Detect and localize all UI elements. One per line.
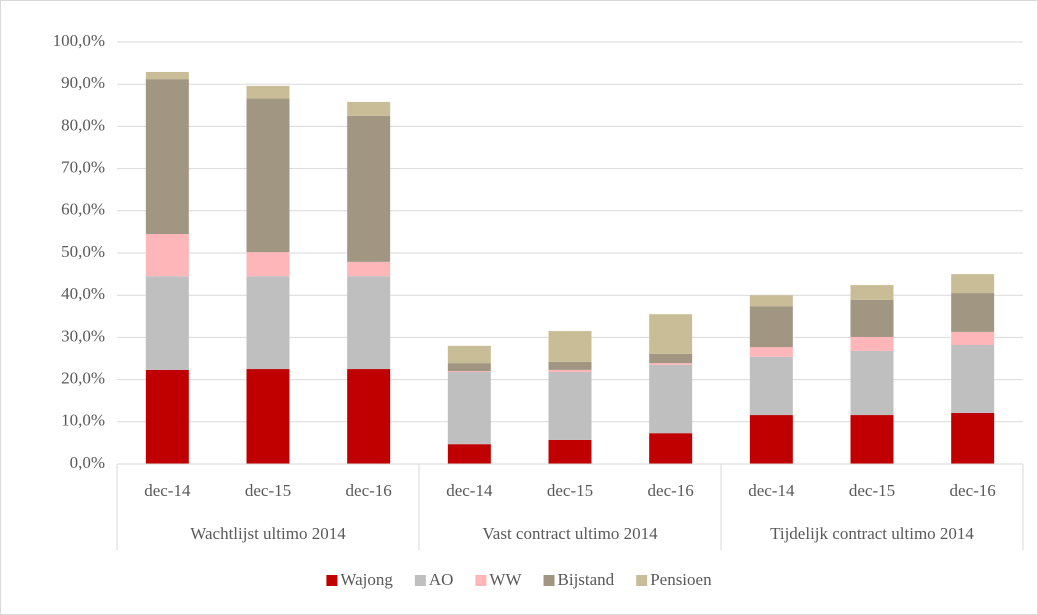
- y-tick-label: 80,0%: [61, 115, 105, 134]
- bar-segment: [347, 369, 391, 464]
- bar-segment: [749, 306, 793, 348]
- bar-segment: [347, 261, 391, 277]
- legend-swatch: [543, 575, 555, 586]
- bar-segment: [145, 79, 189, 235]
- legend-label: Bijstand: [558, 570, 615, 589]
- bar-segment: [246, 369, 290, 464]
- bar-segment: [145, 369, 189, 464]
- bar-segment: [447, 363, 491, 372]
- legend-swatch: [636, 575, 648, 586]
- y-tick-label: 60,0%: [61, 200, 105, 219]
- y-tick-label: 30,0%: [61, 326, 105, 345]
- bar-segment: [246, 276, 290, 370]
- x-tick-label: dec-15: [245, 481, 291, 500]
- y-tick-label: 10,0%: [61, 411, 105, 430]
- bar-segment: [749, 295, 793, 307]
- bar-segment: [145, 276, 189, 370]
- y-tick-label: 0,0%: [70, 453, 105, 472]
- bar-segment: [447, 372, 491, 445]
- bar-segment: [347, 101, 391, 116]
- bar-segment: [649, 314, 693, 354]
- bar-segment: [749, 415, 793, 464]
- bar-segment: [246, 98, 290, 253]
- bar-segment: [447, 444, 491, 464]
- legend-swatch: [326, 575, 338, 586]
- x-tick-label: dec-14: [446, 481, 493, 500]
- bar-segment: [447, 371, 491, 373]
- x-tick-label: dec-16: [950, 481, 996, 500]
- bar-segment: [951, 293, 995, 332]
- bar-segment: [347, 276, 391, 370]
- bar-segment: [951, 344, 995, 413]
- legend-label: WW: [489, 570, 522, 589]
- bar-segment: [548, 372, 592, 440]
- bar-segment: [548, 331, 592, 362]
- legend-swatch: [414, 575, 426, 586]
- x-tick-label: dec-16: [648, 481, 694, 500]
- x-tick-label: dec-14: [748, 481, 795, 500]
- x-tick-label: dec-16: [346, 481, 392, 500]
- y-tick-label: 90,0%: [61, 73, 105, 92]
- bar-segment: [246, 85, 290, 99]
- x-tick-label: dec-14: [144, 481, 191, 500]
- bar-segment: [649, 364, 693, 434]
- legend-label: Wajong: [340, 570, 393, 589]
- bar-segment: [749, 347, 793, 357]
- bar-segment: [850, 336, 894, 351]
- y-tick-label: 40,0%: [61, 284, 105, 303]
- x-tick-label: dec-15: [547, 481, 593, 500]
- bar-segment: [850, 415, 894, 464]
- bar-segment: [850, 285, 894, 300]
- y-tick-label: 20,0%: [61, 369, 105, 388]
- bar-segment: [145, 234, 189, 277]
- y-tick-label: 50,0%: [61, 242, 105, 261]
- bar-segment: [347, 115, 391, 262]
- bar-segment: [850, 299, 894, 337]
- bar-segment: [951, 274, 995, 294]
- bar-segment: [951, 412, 995, 464]
- group-label: Tijdelijk contract ultimo 2014: [770, 524, 974, 543]
- bar-segment: [145, 71, 189, 80]
- bar-segment: [447, 345, 491, 364]
- legend-label: Pensioen: [650, 570, 712, 589]
- bar-segment: [548, 439, 592, 464]
- legend-swatch: [475, 575, 487, 586]
- bar-segment: [749, 356, 793, 416]
- bar-segment: [649, 433, 693, 464]
- bar-segment: [850, 350, 894, 416]
- bar-segment: [548, 369, 592, 373]
- x-tick-label: dec-15: [849, 481, 895, 500]
- bar-segment: [649, 353, 693, 364]
- y-tick-label: 70,0%: [61, 158, 105, 177]
- bar-segment: [951, 331, 995, 345]
- group-label: Wachtlijst ultimo 2014: [190, 524, 346, 543]
- bar-segment: [649, 363, 693, 365]
- bar-segment: [246, 252, 290, 277]
- legend-label: AO: [429, 570, 454, 589]
- y-tick-label: 100,0%: [53, 31, 105, 50]
- bar-segment: [548, 361, 592, 370]
- group-label: Vast contract ultimo 2014: [482, 524, 658, 543]
